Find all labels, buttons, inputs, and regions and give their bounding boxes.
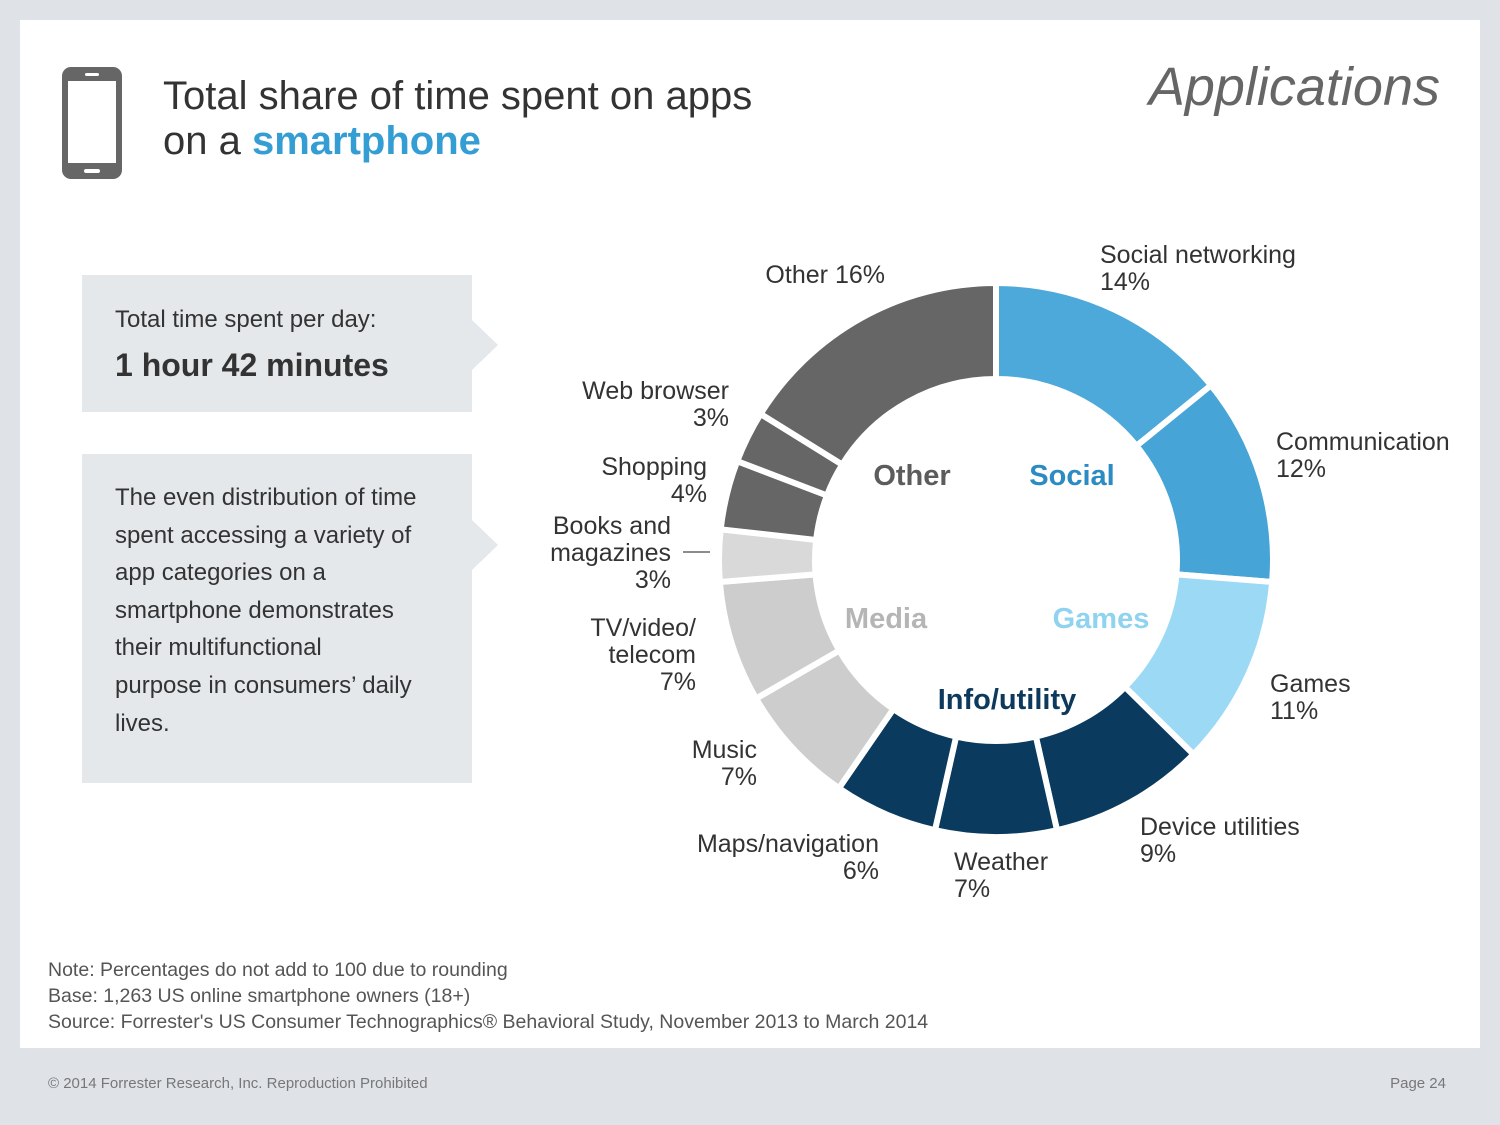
slice-label-weather-line: Weather <box>954 848 1048 876</box>
group-labels: Social Games Info/utility Media Other <box>845 460 1149 716</box>
slice-labels: Social networking 14% Communication 12% Game… <box>550 241 1450 903</box>
slice-value-weather: 7% <box>954 875 990 903</box>
page-title-line-2-prefix: on a <box>163 119 252 163</box>
slice-other <box>756 279 999 469</box>
smartphone-icon <box>62 67 122 179</box>
slice-value-games: 11% <box>1270 697 1318 725</box>
slice-label-other: Other 16% <box>765 261 885 289</box>
insight-line: The even distribution of time <box>115 484 417 511</box>
slice-label-web-browser-line: Web browser <box>582 377 729 405</box>
insight-text: The even distribution of time spent acce… <box>115 479 417 742</box>
callout-arrow <box>472 520 498 570</box>
chart-notes: Note: Percentages do not add to 100 due … <box>48 957 928 1035</box>
slice-label-maps-navigation-line: Maps/navigation <box>697 830 879 858</box>
phone-screen <box>68 81 116 163</box>
slice-label-other-line: Other <box>765 261 828 289</box>
slice-label-device-utilities: Device utilities 9% <box>1140 813 1300 868</box>
phone-speaker <box>85 73 99 76</box>
note-base: Base: 1,263 US online smartphone owners … <box>48 985 471 1007</box>
group-label-other: Other <box>873 460 950 492</box>
slice-label-tv-video-telecom: TV/video/telecom 7% <box>590 614 696 696</box>
slice-value-books-and-magazines: 3% <box>635 566 671 594</box>
note-rounding: Note: Percentages do not add to 100 due … <box>48 959 508 981</box>
page-title-line-2: on a smartphone <box>163 119 752 164</box>
slice-label-books-and-magazines: Books and magazines 3% <box>550 512 671 594</box>
slice-label-music-line: Music <box>692 736 757 764</box>
slice-label-communication-line: Communication <box>1276 428 1450 456</box>
slice-label-shopping: Shopping 4% <box>601 453 707 508</box>
insight-line: their multifunctional <box>115 634 322 662</box>
slice-value-device-utilities: 9% <box>1140 840 1176 868</box>
insight-line: app categories on a <box>115 559 326 587</box>
callout-arrow <box>472 320 498 370</box>
group-label-games: Games <box>1053 603 1150 635</box>
insight-line: lives. <box>115 709 170 737</box>
note-source: Source: Forrester's US Consumer Technogr… <box>48 1011 929 1033</box>
slice-label-device-utilities-line: Device utilities <box>1140 813 1300 841</box>
slice-label-games-line: Games <box>1270 670 1351 698</box>
slice-label-shopping-line: Shopping <box>601 453 707 481</box>
slice-value-maps-navigation: 6% <box>843 857 879 885</box>
slice-label-weather: Weather 7% <box>954 848 1048 903</box>
slice-value-other: 16% <box>835 261 885 289</box>
slice-label-social-networking-line: Social networking <box>1100 241 1296 269</box>
slice-label-music: Music 7% <box>692 736 757 791</box>
phone-home-button <box>84 169 100 173</box>
slice-label-books-and-magazines-line: Books and <box>553 512 671 540</box>
slice-label-books-and-magazines-line: magazines <box>550 539 671 567</box>
slice-value-web-browser: 3% <box>693 404 729 432</box>
slice-label-web-browser: Web browser 3% <box>582 377 729 432</box>
insight-line: purpose in consumers’ daily <box>115 671 412 699</box>
slice-label-maps-navigation: Maps/navigation 6% <box>697 830 879 885</box>
insight-callout: The even distribution of time spent acce… <box>82 454 498 783</box>
donut-chart: Social networking 14% Communication 12% Game… <box>550 241 1450 903</box>
slice-label-communication: Communication 12% <box>1276 428 1450 483</box>
donut-slices <box>716 279 1276 840</box>
time-spent-label: Total time spent per day: <box>115 306 377 333</box>
slice-value-communication: 12% <box>1276 455 1326 483</box>
insight-line: smartphone demonstrates <box>115 596 394 624</box>
group-label-info-utility: Info/utility <box>938 684 1077 716</box>
page-title: Total share of time spent on apps on a s… <box>163 74 752 164</box>
time-spent-value: 1 hour 42 minutes <box>115 347 389 383</box>
section-label: Applications <box>1148 57 1440 117</box>
slice-label-tv-video-telecom-line: TV/video/ <box>590 614 696 642</box>
insight-line: spent accessing a variety of <box>115 521 412 549</box>
group-label-media: Media <box>845 603 928 635</box>
slice-value-social-networking: 14% <box>1100 268 1150 296</box>
slice-label-games: Games 11% <box>1270 670 1351 725</box>
page-number: Page 24 <box>1390 1075 1446 1092</box>
page-title-line-1: Total share of time spent on apps <box>163 74 753 118</box>
slice-value-shopping: 4% <box>671 480 707 508</box>
page-title-highlight: smartphone <box>251 119 481 163</box>
copyright: © 2014 Forrester Research, Inc. Reproduc… <box>48 1075 428 1092</box>
slice-label-social-networking: Social networking 14% <box>1100 241 1296 296</box>
time-spent-callout: Total time spent per day: 1 hour 42 minu… <box>82 275 498 412</box>
group-label-social: Social <box>1029 460 1114 492</box>
slice-value-music: 7% <box>721 763 757 791</box>
slice-value-tv-video-telecom: 7% <box>660 668 696 696</box>
slice-label-tv-video-telecom-line: telecom <box>608 641 696 669</box>
